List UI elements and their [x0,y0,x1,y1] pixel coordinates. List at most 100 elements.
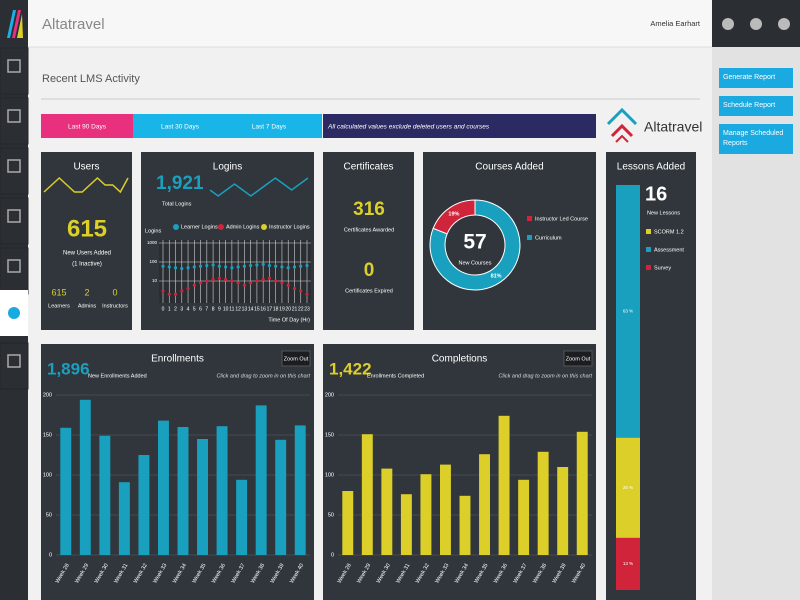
action-button[interactable]: Schedule Report [719,96,793,116]
zoom-button[interactable] [563,350,593,367]
data-point [305,263,309,268]
data-point [299,264,303,268]
bar [60,427,72,555]
user-name[interactable]: Amelia Earhart [650,19,701,28]
nav-item[interactable] [0,47,29,95]
data-point [211,277,215,282]
data-point [230,279,234,283]
y-tick-label: 1000 [147,240,158,245]
y-tick-label: 200 [325,392,334,398]
zoom-label[interactable]: Zoom Out [566,356,591,362]
legend-label: Curriculum [535,235,562,241]
tab-label[interactable]: Last 30 Days [161,124,200,131]
x-tick-label: 4 [187,306,190,312]
data-point [242,283,246,287]
kpi-value: 316 [353,199,385,220]
tab[interactable] [41,114,133,138]
legend-swatch [646,229,651,234]
zoom-label[interactable]: Zoom Out [284,356,309,362]
panel-title: Courses Added [475,162,543,173]
x-tick-label: 10 [223,306,229,312]
logo-mark [7,10,16,38]
logo-mark [17,14,23,38]
data-point [217,276,221,280]
nav-item[interactable] [0,197,29,245]
data-point [267,263,272,268]
x-tick-label: 18 [273,306,279,312]
kpi-label: New Lessons [647,210,680,216]
bar [177,427,189,555]
x-tick-label: 21 [292,306,298,312]
data-point [186,286,190,291]
bar-segment [616,437,640,538]
bar [197,439,209,555]
x-tick-label: 8 [212,306,215,312]
nav-icon [7,59,21,73]
data-point [173,292,178,296]
data-point [274,279,278,283]
data-point [286,266,290,270]
data-point [205,279,209,283]
nav-item[interactable] [0,247,29,295]
data-point [299,289,303,293]
data-point [236,281,240,285]
bar [459,495,471,555]
data-label: 63 % [623,308,633,313]
y-tick-label: 10 [152,278,158,283]
data-point [286,283,290,287]
stat-label: Admins [78,303,97,309]
x-tick-label: 6 [199,306,202,312]
y-tick-label: 0 [49,552,52,558]
panel-title: Completions [432,354,488,365]
brand-name: Altatravel [644,119,702,135]
action-button[interactable]: Manage Scheduled Reports [719,124,793,154]
sparkline [209,177,309,197]
data-point [180,289,184,293]
kpi-value: 0 [364,260,375,281]
bar [275,439,287,555]
tab-label[interactable]: Last 7 Days [252,124,287,131]
zoom-button[interactable] [281,350,311,367]
bar [439,464,451,555]
data-point [236,265,240,269]
bar [518,479,530,555]
nav-item[interactable] [0,97,29,145]
legend-swatch [527,235,532,240]
legend-swatch [646,247,651,252]
bar [216,426,228,555]
data-point [230,266,234,270]
nav-icon [7,354,21,368]
x-tick-label: 17 [267,306,273,312]
x-tick-label: 9 [218,306,221,312]
nav-item[interactable] [0,342,29,390]
tab-label[interactable]: Last 90 Days [68,124,107,131]
legend-label: Survey [654,265,671,271]
data-point [292,265,297,269]
header-icon[interactable] [750,18,762,30]
data-point [167,292,171,296]
data-point [280,281,284,285]
data-point [255,263,259,267]
panel-title: Users [73,162,99,173]
x-tick-label: 22 [298,306,304,312]
pie-slice [429,199,521,291]
header-icon[interactable] [722,18,734,30]
action-button[interactable]: Generate Report [719,68,793,88]
header-icon[interactable] [778,18,790,30]
bar [420,474,432,555]
data-point [292,286,297,291]
x-tick-label: 2 [174,306,177,312]
tab[interactable] [133,114,322,138]
legend-swatch [527,216,532,221]
data-point [173,266,178,270]
legend-swatch [173,224,179,230]
notice-box [323,114,596,138]
data-point [192,283,196,287]
nav-item[interactable] [0,147,29,195]
bar [236,479,248,555]
y-tick-label: 0 [331,552,334,558]
plot-area [159,240,311,303]
x-tick-label: 20 [285,306,291,312]
data-point [198,264,203,268]
